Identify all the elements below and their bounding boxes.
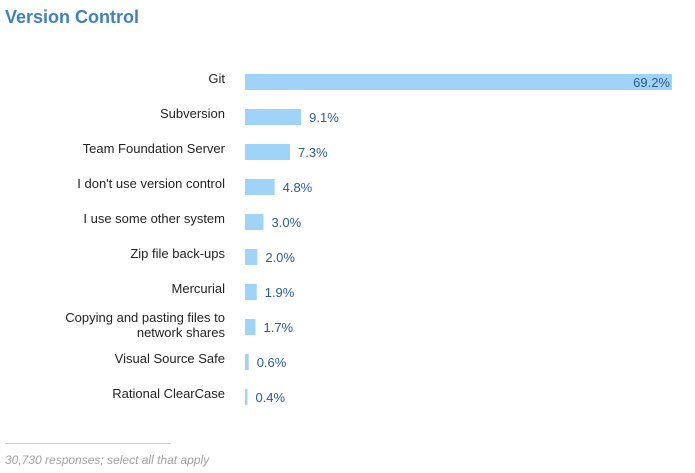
category-label: I don't use version control (77, 176, 225, 191)
bar (245, 319, 256, 335)
value-label: 2.0% (265, 250, 295, 265)
category-label: I use some other system (83, 211, 225, 226)
bar-chart: Git 69.2% Subversion 9.1% Team Foundation Se… (65, 71, 672, 405)
category-label: Zip file back-ups (130, 246, 225, 261)
category-label: Subversion (160, 106, 225, 121)
category-label: Rational ClearCase (112, 386, 225, 401)
value-label: 3.0% (272, 215, 302, 230)
bar (245, 214, 264, 230)
footer-divider (5, 443, 171, 444)
category-label: Copying and pasting files to network shar… (65, 310, 225, 340)
value-label: 69.2% (633, 75, 670, 90)
bar (245, 179, 275, 195)
value-label: 1.9% (265, 285, 295, 300)
value-label: 0.4% (255, 390, 285, 405)
value-label: 0.6% (257, 355, 287, 370)
bar (245, 109, 302, 125)
chart-title: Version Control (5, 7, 140, 27)
bar (245, 144, 291, 160)
value-label: 7.3% (298, 145, 328, 160)
category-label: Visual Source Safe (115, 351, 225, 366)
value-label: 4.8% (283, 180, 313, 195)
category-label: Git (208, 71, 225, 86)
bar (245, 74, 672, 90)
bar (245, 249, 258, 265)
value-label: 1.7% (263, 320, 293, 335)
bar (245, 389, 248, 405)
category-label: Mercurial (172, 281, 226, 296)
bar (245, 284, 257, 300)
category-label: Team Foundation Server (83, 141, 226, 156)
value-label: 9.1% (309, 110, 339, 125)
bar (245, 354, 249, 370)
footer-note: 30,730 responses; select all that apply (5, 453, 210, 467)
